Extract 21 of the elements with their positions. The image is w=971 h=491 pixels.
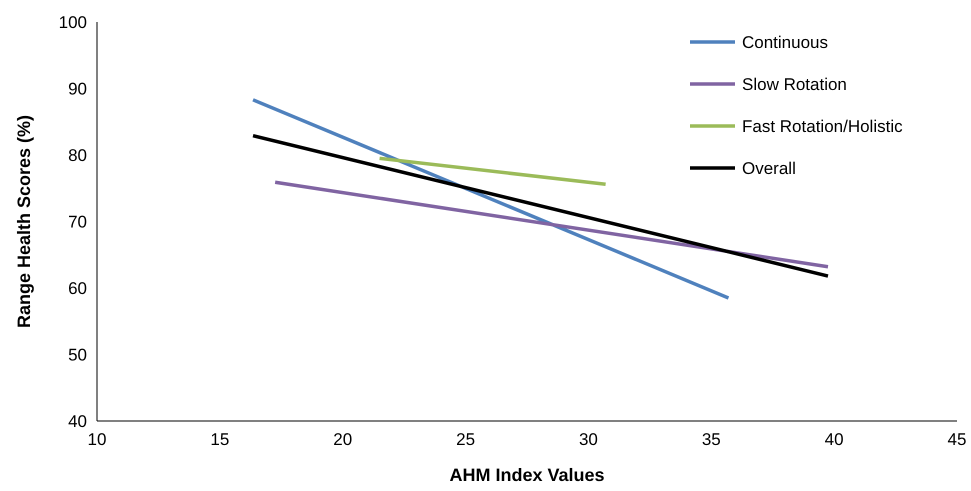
x-tick-label: 25	[456, 430, 476, 449]
x-axis-title: AHM Index Values	[449, 465, 605, 485]
y-tick-label: 50	[68, 345, 87, 364]
x-tick-label: 30	[578, 430, 598, 449]
x-tick-label: 35	[702, 430, 721, 449]
legend-label: Continuous	[742, 32, 828, 52]
x-tick-label: 20	[333, 430, 352, 449]
legend-label: Overall	[742, 158, 796, 178]
y-tick-label: 100	[58, 12, 87, 32]
y-tick-label: 70	[68, 212, 87, 232]
x-tick-label: 45	[948, 430, 966, 449]
y-tick-label: 60	[68, 278, 87, 298]
x-tick-label: 15	[210, 430, 230, 449]
y-axis-title: Range Health Scores (%)	[14, 114, 34, 328]
y-tick-label: 40	[68, 412, 87, 431]
legend-label: Fast Rotation/Holistic	[742, 116, 904, 136]
x-tick-label: 10	[88, 430, 106, 449]
legend-label: Slow Rotation	[742, 74, 847, 94]
y-tick-label: 80	[68, 146, 87, 165]
y-tick-label: 90	[68, 79, 87, 98]
x-tick-label: 40	[824, 430, 844, 449]
